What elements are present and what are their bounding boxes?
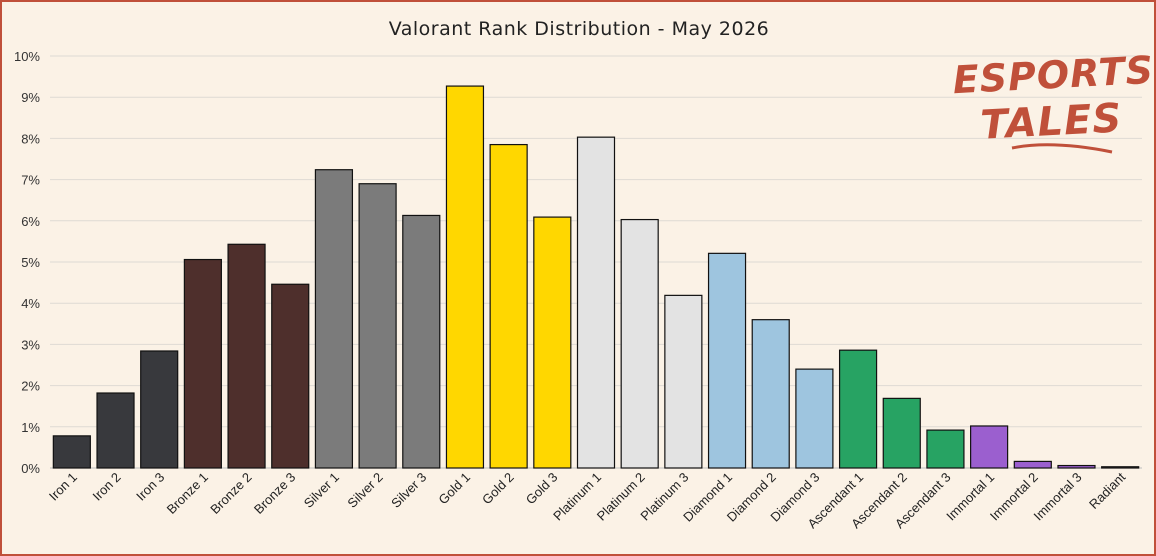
x-tick-label: Radiant — [1086, 469, 1129, 512]
bar-gold-2 — [489, 143, 528, 469]
x-tick-label: Gold 1 — [435, 470, 473, 508]
x-tick-label: Silver 3 — [388, 470, 429, 511]
bar-iron-1 — [52, 435, 91, 469]
y-tick-label: 1% — [21, 420, 40, 435]
bar-iron-2 — [96, 392, 135, 469]
bars — [52, 85, 1140, 469]
bar-diamond-2 — [751, 319, 790, 469]
y-tick-label: 6% — [21, 214, 40, 229]
y-tick-label: 2% — [21, 379, 40, 394]
x-tick-label: Silver 2 — [344, 470, 385, 511]
y-tick-label: 7% — [21, 173, 40, 188]
bar-silver-2 — [358, 183, 397, 469]
y-tick-label: 3% — [21, 337, 40, 352]
y-tick-label: 0% — [21, 461, 40, 476]
esports-tales-logo: ESPORTS TALES — [952, 48, 1154, 154]
bar-gold-1 — [445, 85, 485, 469]
bar-silver-1 — [314, 169, 354, 469]
x-tick-label: Gold 2 — [479, 470, 517, 508]
y-tick-label: 4% — [21, 296, 40, 311]
chart-title: Valorant Rank Distribution - May 2026 — [389, 18, 770, 40]
bar-immortal-3 — [1057, 464, 1096, 469]
bar-immortal-2 — [1013, 460, 1052, 469]
x-tick-label: Iron 1 — [46, 470, 80, 504]
bar-iron-3 — [140, 350, 179, 469]
x-tick-label: Bronze 1 — [164, 470, 211, 517]
bar-diamond-3 — [795, 368, 834, 469]
bar-bronze-2 — [227, 243, 266, 469]
bar-platinum-2 — [620, 218, 659, 469]
bar-ascendant-1 — [838, 349, 878, 469]
bar-immortal-1 — [970, 425, 1009, 469]
bar-gold-3 — [533, 216, 572, 469]
bar-ascendant-2 — [882, 397, 921, 469]
y-axis-ticks: 0% 1% 2% 3% 4% 5% 6% 7% 8% 9% 10% — [14, 49, 40, 476]
bar-platinum-1 — [576, 136, 616, 469]
logo-line-1: ESPORTS — [952, 48, 1154, 102]
x-tick-label: Bronze 3 — [251, 470, 298, 517]
x-tick-label: Iron 3 — [133, 470, 167, 504]
logo-line-2: TALES — [979, 95, 1123, 148]
x-tick-label: Bronze 2 — [207, 470, 254, 517]
y-tick-label: 8% — [21, 131, 40, 146]
bar-bronze-1 — [183, 258, 222, 469]
bar-diamond-1 — [707, 252, 747, 469]
x-tick-label: Iron 2 — [90, 470, 124, 504]
bar-bronze-3 — [271, 283, 310, 469]
y-tick-label: 5% — [21, 255, 40, 270]
x-tick-label: Silver 1 — [301, 470, 342, 511]
x-tick-label: Immortal 3 — [1031, 470, 1085, 524]
y-tick-label: 10% — [14, 49, 40, 64]
logo-underline — [1011, 143, 1113, 154]
bar-silver-3 — [402, 214, 441, 469]
bar-ascendant-3 — [926, 429, 965, 469]
x-tick-label: Gold 3 — [523, 470, 561, 508]
y-tick-label: 9% — [21, 90, 40, 105]
bar-radiant — [1101, 466, 1140, 469]
bar-platinum-3 — [664, 294, 703, 469]
